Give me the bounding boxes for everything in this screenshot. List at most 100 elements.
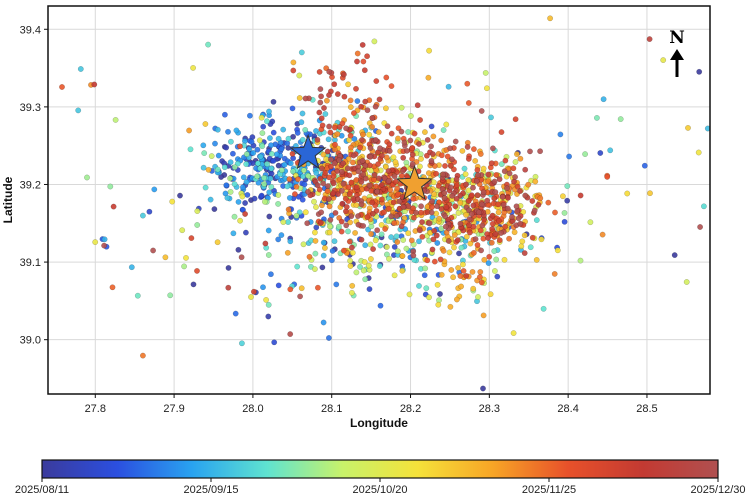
earthquake-point [411, 130, 418, 137]
earthquake-point [512, 116, 519, 123]
earthquake-point [533, 256, 540, 263]
earthquake-point [431, 258, 438, 265]
earthquake-point [496, 176, 503, 183]
earthquake-point [437, 291, 443, 297]
earthquake-point [221, 111, 228, 118]
earthquake-point [342, 195, 349, 202]
earthquake-point [332, 209, 339, 216]
earthquake-point [428, 143, 434, 150]
earthquake-point [110, 203, 117, 210]
earthquake-point [502, 157, 509, 164]
earthquake-point [290, 168, 296, 175]
earthquake-point [465, 187, 472, 194]
earthquake-point [326, 92, 332, 99]
earthquake-point [464, 144, 471, 150]
earthquake-point [440, 127, 447, 134]
earthquake-point [564, 183, 571, 190]
earthquake-point [369, 115, 376, 121]
earthquake-point [451, 244, 457, 251]
earthquake-point [369, 124, 375, 130]
x-axis-ticks: 27.8 27.9 28.0 28.1 28.2 28.3 28.4 28.5 [85, 394, 658, 415]
earthquake-point [181, 263, 188, 270]
earthquake-point [594, 115, 600, 121]
earthquake-point [560, 193, 566, 200]
earthquake-point [287, 238, 294, 245]
earthquake-point [504, 185, 510, 192]
earthquake-point [229, 150, 236, 157]
earthquake-point [472, 236, 479, 243]
earthquake-point [388, 213, 395, 220]
earthquake-point [416, 238, 422, 245]
earthquake-point [151, 186, 158, 193]
earthquake-point [391, 272, 398, 279]
earthquake-point [333, 281, 340, 288]
earthquake-point [453, 296, 460, 303]
earthquake-point [485, 171, 492, 178]
earthquake-point [440, 247, 447, 254]
earthquake-point [462, 171, 469, 178]
earthquake-point [59, 84, 65, 90]
earthquake-point [426, 47, 432, 54]
earthquake-point [428, 204, 435, 211]
earthquake-point [430, 133, 437, 140]
earthquake-point [475, 171, 481, 178]
earthquake-point [290, 59, 297, 66]
earthquake-point [343, 203, 350, 210]
earthquake-point [261, 198, 268, 205]
earthquake-point [368, 231, 374, 237]
earthquake-point [433, 170, 439, 177]
earthquake-point [326, 229, 333, 236]
earthquake-point [561, 209, 568, 216]
earthquake-point [324, 188, 331, 195]
earthquake-point [428, 209, 435, 216]
earthquake-point [362, 242, 369, 249]
earthquake-point [280, 219, 287, 226]
earthquake-point [332, 141, 338, 148]
earthquake-point [299, 136, 306, 143]
earthquake-point [284, 249, 291, 256]
earthquake-point [447, 162, 454, 169]
earthquake-point [390, 154, 397, 161]
earthquake-point [440, 171, 446, 178]
earthquake-point [366, 286, 373, 292]
earthquake-point [482, 70, 489, 76]
earthquake-point [341, 93, 348, 100]
earthquake-point [340, 247, 347, 254]
earthquake-point [360, 58, 367, 65]
earthquake-point [442, 162, 448, 169]
earthquake-point [263, 118, 270, 125]
earthquake-point [545, 199, 552, 206]
earthquake-point [243, 161, 250, 168]
earthquake-point [517, 188, 523, 195]
earthquake-point [371, 38, 378, 45]
earthquake-point [426, 294, 432, 301]
earthquake-point [512, 159, 519, 165]
earthquake-point [317, 99, 324, 106]
earthquake-points [59, 15, 710, 392]
earthquake-point [450, 274, 456, 281]
earthquake-point [330, 190, 337, 197]
earthquake-point [227, 159, 234, 166]
earthquake-point [227, 138, 234, 145]
earthquake-point [304, 220, 311, 227]
earthquake-point [474, 167, 481, 173]
earthquake-point [385, 168, 392, 175]
earthquake-point [347, 104, 354, 111]
earthquake-point [321, 245, 328, 251]
earthquake-point [480, 189, 487, 196]
earthquake-point [374, 188, 380, 195]
earthquake-point [375, 175, 382, 182]
earthquake-point [338, 168, 345, 175]
earthquake-point [372, 136, 379, 143]
earthquake-point [443, 204, 450, 211]
earthquake-point [448, 156, 455, 163]
earthquake-point [326, 123, 332, 130]
earthquake-point [179, 227, 186, 234]
earthquake-point [177, 192, 183, 199]
earthquake-point [305, 188, 311, 195]
earthquake-point [491, 195, 498, 202]
earthquake-point [441, 190, 448, 196]
y-tick-label: 39.1 [20, 257, 41, 269]
earthquake-point [202, 121, 209, 127]
earthquake-point [330, 180, 337, 187]
